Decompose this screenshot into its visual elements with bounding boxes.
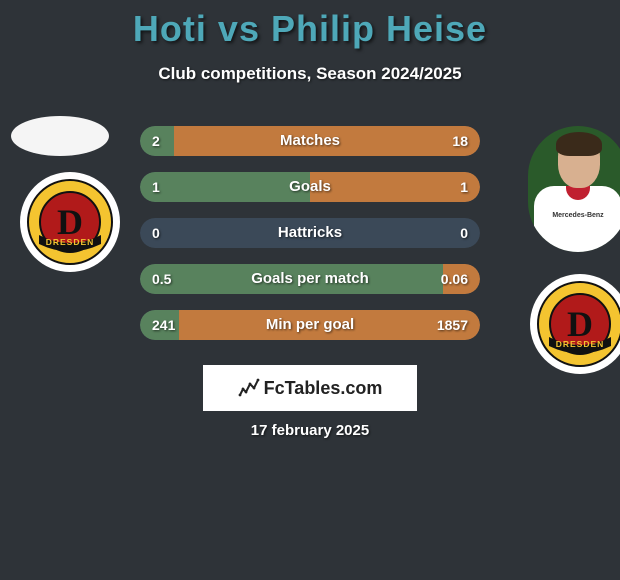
stat-label: Min per goal xyxy=(140,310,480,340)
shirt-sponsor: Mercedes-Benz xyxy=(546,212,610,220)
branding-text: FcTables.com xyxy=(264,378,383,399)
player1-avatar xyxy=(11,116,109,156)
comparison-title: Hoti vs Philip Heise xyxy=(0,0,620,50)
stat-row: 0.50.06Goals per match xyxy=(140,264,480,294)
svg-text:D: D xyxy=(57,202,83,242)
stats-chart: 218Matches 11Goals 00Hattricks 0.50.06Goals… xyxy=(140,126,480,356)
stat-row: 2411857Min per goal xyxy=(140,310,480,340)
fctables-branding: FcTables.com xyxy=(203,365,417,411)
player2-avatar: Mercedes-Benz xyxy=(528,126,620,252)
title-player1: Hoti xyxy=(133,8,207,49)
stat-label: Goals xyxy=(140,172,480,202)
dresden-crest-icon: D DRESDEN xyxy=(537,281,620,367)
stat-row: 11Goals xyxy=(140,172,480,202)
svg-text:DRESDEN: DRESDEN xyxy=(46,237,95,247)
svg-text:DRESDEN: DRESDEN xyxy=(556,339,605,349)
stat-label: Hattricks xyxy=(140,218,480,248)
player2-crest: D DRESDEN xyxy=(530,274,620,374)
fctables-logo-icon xyxy=(238,377,260,399)
title-vs: vs xyxy=(218,8,260,49)
stat-label: Matches xyxy=(140,126,480,156)
stat-row: 00Hattricks xyxy=(140,218,480,248)
stat-row: 218Matches xyxy=(140,126,480,156)
title-player2: Philip Heise xyxy=(271,8,487,49)
dresden-crest-icon: D DRESDEN xyxy=(27,179,113,265)
infographic-date: 17 february 2025 xyxy=(0,422,620,439)
svg-text:D: D xyxy=(567,304,593,344)
comparison-subtitle: Club competitions, Season 2024/2025 xyxy=(0,64,620,84)
player1-crest: D DRESDEN xyxy=(20,172,120,272)
stat-label: Goals per match xyxy=(140,264,480,294)
